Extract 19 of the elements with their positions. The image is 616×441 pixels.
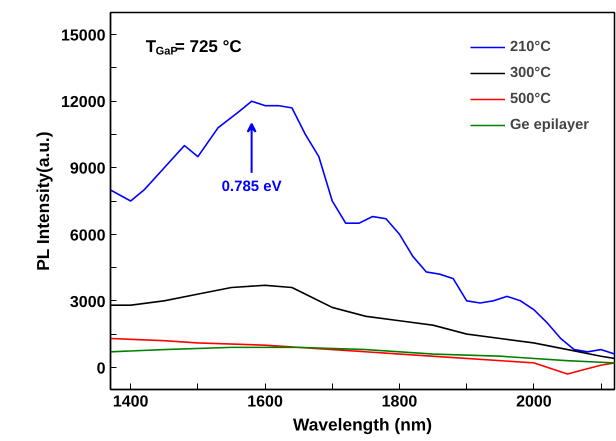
legend-label: 500°C (510, 91, 551, 107)
line-series (110, 346, 614, 364)
legend-label: Ge epilayer (510, 117, 589, 133)
y-tick-label: 3000 (70, 294, 106, 311)
x-tick-label: 2000 (516, 394, 552, 410)
x-tick-label: 1600 (247, 394, 283, 410)
annotation: 0.785 eV (222, 178, 282, 195)
y-tick-label: 6000 (70, 227, 106, 244)
y-axis-title: PL Intensity(a.u.) (33, 132, 54, 271)
y-tick-label: 12000 (61, 94, 106, 112)
legend-label: 300°C (510, 65, 551, 81)
y-tick-label: 15000 (61, 28, 106, 45)
x-tick-label: 1400 (112, 394, 149, 410)
y-tick-label: 0 (96, 360, 106, 378)
x-axis-title: Wavelength (nm) (293, 414, 432, 434)
line-series (110, 338, 614, 375)
legend-label: 210°C (510, 39, 551, 55)
x-tick-label: 1800 (382, 394, 418, 410)
y-tick-label: 9000 (70, 160, 106, 178)
